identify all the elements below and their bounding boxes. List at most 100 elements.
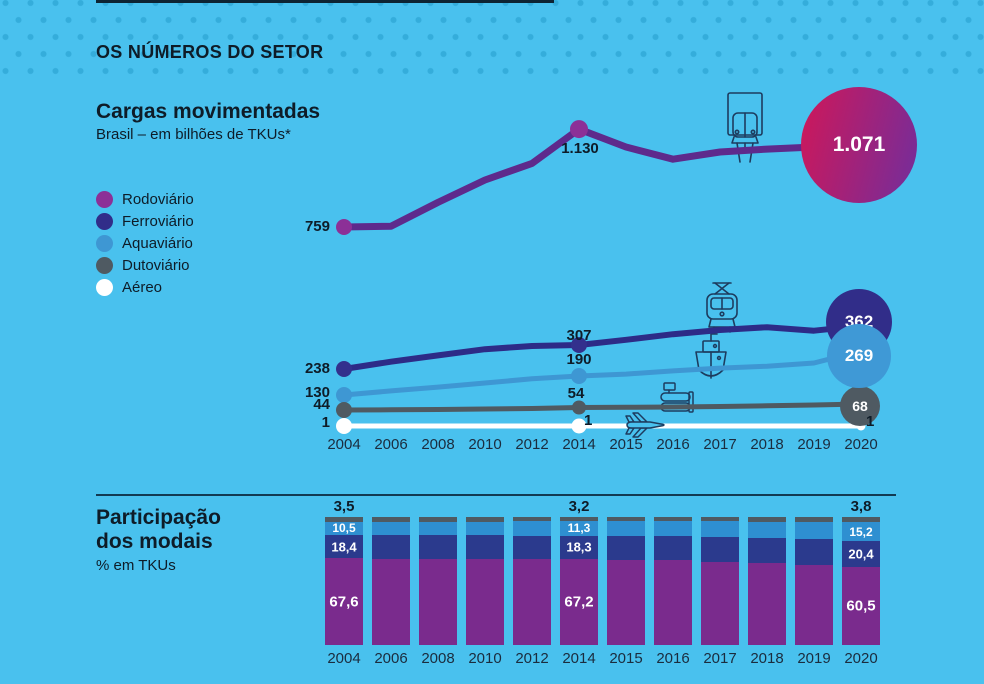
bar-segment-Rodoviário — [513, 559, 551, 645]
bar-segment-Ferroviário — [748, 537, 786, 564]
bar-segment-Dutoviário — [795, 517, 833, 522]
dutoviario-end-circle: 68 — [840, 386, 880, 426]
legend-dot-icon — [96, 190, 113, 208]
bar-value-Aquaviário-2004: 10,5 — [332, 521, 356, 536]
bar-segment-Ferroviário: 18,4 — [325, 534, 363, 559]
ferroviario-2014-label: 307 — [566, 327, 592, 344]
bar-segment-Aquaviário — [419, 521, 457, 536]
bar-segment-Rodoviário — [748, 563, 786, 645]
line-chart-title: Cargas movimentadas — [96, 100, 321, 123]
bar-chart-unit: % em TKUs — [96, 557, 176, 574]
aereo-2020-label: 1 — [866, 413, 875, 430]
bar-segment-Aquaviário — [372, 521, 410, 536]
bar-axis-year-2004: 2004 — [327, 650, 361, 667]
marker-Aéreo-2004 — [336, 418, 352, 434]
line-axis-year-2014: 2014 — [562, 436, 596, 453]
line-axis-year-2016: 2016 — [656, 436, 690, 453]
bar-axis-year-2015: 2015 — [609, 650, 643, 667]
series-line-Ferroviário — [341, 322, 864, 372]
bar-segment-Rodoviário — [654, 560, 692, 645]
bar-top-label-2014: 3,2 — [568, 498, 590, 515]
bar-axis-year-2016: 2016 — [656, 650, 690, 667]
bar-segment-Aquaviário — [701, 521, 739, 538]
line-axis-year-2015: 2015 — [609, 436, 643, 453]
legend-item-ferroviário: Ferroviário — [96, 212, 194, 230]
legend-label: Rodoviário — [122, 190, 194, 208]
bar-segment-Ferroviário — [419, 535, 457, 559]
marker-Rodoviário-2004 — [336, 219, 352, 235]
legend-label: Aquaviário — [122, 234, 193, 252]
aquaviario-end-circle: 269 — [827, 324, 891, 388]
bar-value-Rodoviário-2004: 67,6 — [329, 593, 359, 611]
line-chart-subtitle: Brasil – em bilhões de TKUs* — [96, 126, 291, 143]
legend-dot-icon — [96, 212, 113, 230]
bar-2008 — [419, 517, 457, 645]
bar-axis-year-2012: 2012 — [515, 650, 549, 667]
legend-item-rodoviário: Rodoviário — [96, 190, 194, 208]
marker-Ferroviário-2014 — [571, 337, 587, 353]
marker-Dutoviário-2004 — [336, 402, 352, 418]
bar-segment-Dutoviário — [560, 517, 598, 522]
bar-value-Rodoviário-2014: 67,2 — [564, 593, 594, 611]
marker-Dutoviário-2014 — [572, 400, 586, 415]
bar-value-Aquaviário-2020: 15,2 — [849, 524, 873, 539]
bar-value-Ferroviário-2020: 20,4 — [848, 546, 874, 562]
airplane-icon — [625, 412, 665, 438]
bar-segment-Dutoviário — [607, 517, 645, 522]
bar-value-Rodoviário-2020: 60,5 — [846, 597, 876, 615]
bar-segment-Rodoviário — [607, 559, 645, 645]
marker-Aquaviário-2004 — [336, 387, 352, 403]
bar-value-Ferroviário-2004: 18,4 — [331, 539, 357, 555]
bar-segment-Rodoviário — [701, 562, 739, 645]
rodoviario-2004-label: 759 — [304, 218, 330, 235]
bar-2015 — [607, 517, 645, 645]
legend-item-aéreo: Aéreo — [96, 278, 194, 296]
line-axis-year-2018: 2018 — [750, 436, 784, 453]
bar-segment-Rodoviário — [419, 558, 457, 645]
bar-segment-Aquaviário: 10,5 — [325, 521, 363, 536]
dutoviario-2004-label: 44 — [313, 396, 330, 413]
bar-2018 — [748, 517, 786, 645]
marker-Aquaviário-2014 — [571, 368, 587, 384]
bar-axis-year-2018: 2018 — [750, 650, 784, 667]
rodoviario-end-circle: 1.071 — [801, 87, 917, 203]
line-axis-year-2004: 2004 — [327, 436, 361, 453]
dutoviario-2020-value: 68 — [852, 398, 868, 414]
bar-segment-Aquaviário — [795, 521, 833, 540]
bar-2012 — [513, 517, 551, 645]
bar-axis-year-2010: 2010 — [468, 650, 502, 667]
bar-segment-Aquaviário — [748, 521, 786, 538]
line-axis-year-2012: 2012 — [515, 436, 549, 453]
section-divider-line — [96, 494, 896, 496]
bar-segment-Rodoviário: 67,6 — [325, 558, 363, 645]
bar-segment-Dutoviário — [466, 517, 504, 522]
aquaviario-2004-label: 130 — [304, 384, 330, 401]
bar-segment-Rodoviário — [466, 559, 504, 645]
bar-2016 — [654, 517, 692, 645]
bar-segment-Ferroviário — [513, 535, 551, 560]
bar-2010 — [466, 517, 504, 645]
bar-segment-Aquaviário: 11,3 — [560, 521, 598, 536]
ferroviario-2004-label: 238 — [304, 360, 330, 377]
aereo-2004-label: 1 — [321, 414, 330, 431]
legend-item-dutoviário: Dutoviário — [96, 256, 194, 274]
bar-segment-Dutoviário — [748, 517, 786, 522]
line-axis-year-2020: 2020 — [844, 436, 878, 453]
legend-item-aquaviário: Aquaviário — [96, 234, 194, 252]
page-title: OS NÚMEROS DO SETOR — [96, 42, 324, 62]
bar-chart-title: Participação dos modais — [96, 506, 221, 554]
rodoviario-2020-value: 1.071 — [832, 133, 886, 156]
series-line-Rodoviário — [340, 125, 865, 231]
legend-label: Ferroviário — [122, 212, 194, 230]
legend: Rodoviário Ferroviário Aquaviário Dutoviári… — [96, 190, 194, 296]
bar-segment-Ferroviário — [701, 537, 739, 563]
top-divider-line — [96, 0, 554, 3]
bar-2020: 3,8 15,2 20,4 60,5 — [842, 498, 880, 645]
bar-segment-Aquaviário: 15,2 — [842, 521, 880, 542]
line-axis-year-2006: 2006 — [374, 436, 408, 453]
bar-axis-year-2017: 2017 — [703, 650, 737, 667]
marker-Ferroviário-2004 — [336, 361, 352, 377]
bar-value-Aquaviário-2014: 11,3 — [567, 521, 591, 536]
marker-Rodoviário-2014 — [570, 120, 588, 139]
bar-axis-year-2006: 2006 — [374, 650, 408, 667]
